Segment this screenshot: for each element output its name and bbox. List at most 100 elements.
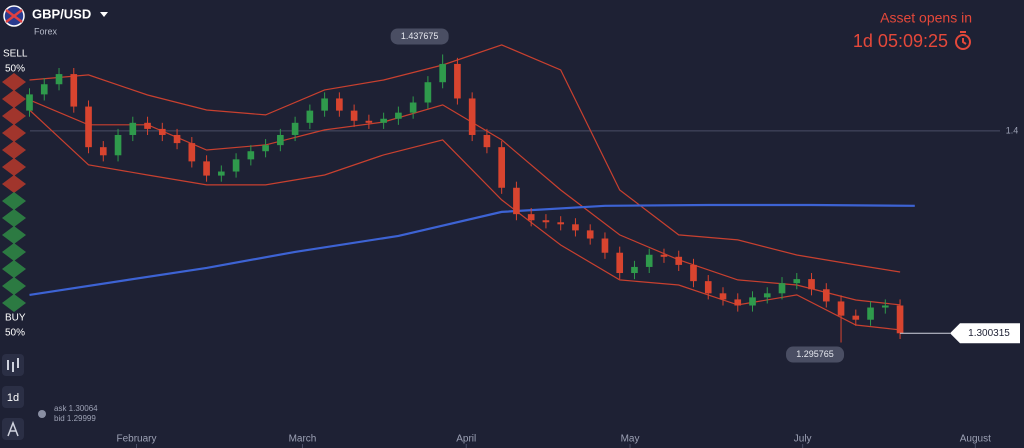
candle-body [498,147,505,188]
drawing-tools-button[interactable] [2,418,24,440]
sentiment-chevron [2,294,26,312]
candle-body [173,134,181,144]
candle-body [645,254,653,267]
timeframe[interactable]: 1d [7,392,19,404]
candle-body [675,256,683,265]
sentiment-chevron [2,124,26,142]
candle-body [55,74,63,85]
candle-body [203,161,210,176]
min-price-label: 1.295765 [796,349,834,359]
candle-body [808,279,815,290]
candle-body [852,315,860,320]
candle-body [409,102,417,113]
sentiment-chevron [2,107,26,125]
max-price-badge [390,28,449,45]
candle-body [85,106,92,148]
sentiment-chevron [2,90,26,108]
candle-body [424,82,432,103]
timer-hands [960,31,967,45]
candle-body [129,122,137,135]
candle-body [631,266,638,274]
sentiment-chevron [2,158,26,176]
sentiment-chevron [2,226,26,244]
candle-body [247,151,255,160]
candle-body [527,214,535,221]
candle-body [763,293,771,298]
candle-body [454,63,461,99]
max-price-label: 1.437675 [401,31,439,41]
candle-body [188,143,196,162]
candle-body [572,224,579,231]
candle-body [365,120,373,123]
candle-body [837,301,845,316]
candle-body [513,187,520,215]
candle-body [262,145,269,152]
countdown: 1d 05:09:25 [853,31,948,51]
candle-body [439,63,446,83]
candle-body [350,110,358,121]
sentiment-chevron [2,260,26,278]
countdown-title: Asset opens in [880,10,972,26]
candle-body [690,264,697,282]
sentiment-indicator [2,73,26,312]
candle-body [158,128,166,135]
indicator-line [29,203,915,296]
candle-body [793,279,801,284]
min-price-badge [786,346,845,363]
dropdown-arrow[interactable] [100,12,108,17]
candle-body [734,299,742,306]
sentiment-chevron [2,277,26,295]
drawing-tools-icon [7,420,19,437]
candle-body [601,238,609,253]
bid-price: bid 1.29999 [54,414,96,423]
candle-body [395,112,402,119]
current-price-tag [950,323,1020,344]
sell-percent: 50% [5,64,25,75]
x-tick-label: May [621,434,640,445]
x-tick-label: July [794,434,812,445]
x-tick-label: March [289,434,317,445]
candle-body [616,252,624,274]
candle-body [704,281,712,294]
buy-label: BUY [5,313,26,324]
candle-body [586,230,594,239]
candle-body [483,134,491,148]
sell-label: SELL [3,49,28,60]
candle-body [40,84,48,95]
candle-body [896,305,904,334]
x-tick-label: August [960,434,991,445]
candle-body [557,222,565,225]
asset-name[interactable]: GBP/USD [32,6,91,21]
candle-body [867,307,874,320]
candle-body [542,220,550,223]
sentiment-chevron [2,175,26,193]
sentiment-chevron [2,73,26,91]
ask-price: ask 1.30064 [54,404,98,413]
candle-body [321,98,328,111]
x-tick-label: February [116,434,156,445]
candle-body [719,293,727,300]
candle-body [99,147,107,156]
sentiment-chevron [2,192,26,210]
candle-body [778,283,786,294]
current-price-label: 1.300315 [968,328,1010,339]
flag-cross [5,9,23,23]
candle-body [336,98,343,111]
candle-body [114,134,122,156]
candle-body [232,159,240,172]
candle-body [144,122,151,129]
chart-type-icon [7,358,19,372]
candle-body [822,289,830,302]
asset-type: Forex [34,26,58,36]
candle-body [218,171,225,176]
chart-area: 1.4 February March April May July August 1.4376… [26,28,1020,448]
timer-icon [955,34,971,50]
sentiment-chevron [2,141,26,159]
indicator-line [29,44,901,273]
x-tick-label: April [456,434,476,445]
timeframe-button[interactable] [2,386,24,408]
quote-info-icon[interactable] [38,410,46,418]
